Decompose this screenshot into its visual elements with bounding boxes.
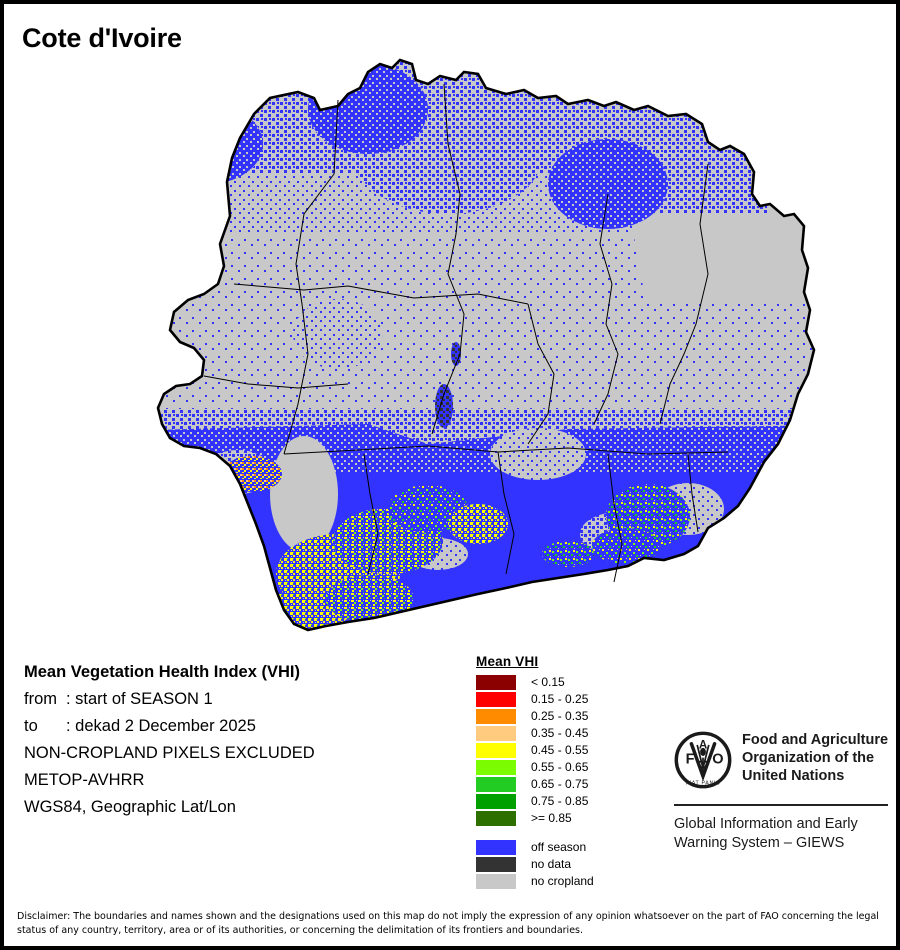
giews-line-1: Global Information and Early xyxy=(674,816,858,832)
caption-to-row: to : dekad 2 December 2025 xyxy=(24,713,444,740)
fao-org-line-3: United Nations xyxy=(742,768,845,784)
country-outline xyxy=(156,58,816,632)
fao-org-line-2: Organization of the xyxy=(742,750,875,766)
legend-row[interactable]: >= 0.85 xyxy=(474,810,654,826)
legend-label: 0.65 - 0.75 xyxy=(531,777,589,791)
legend-swatch xyxy=(476,691,516,707)
legend-swatch xyxy=(476,810,516,826)
svg-text:O: O xyxy=(712,751,723,767)
legend-label-no-cropland: no cropland xyxy=(531,874,594,888)
legend-label: >= 0.85 xyxy=(531,811,572,825)
legend-row[interactable]: 0.55 - 0.65 xyxy=(474,759,654,775)
layer-no-data-lake xyxy=(435,384,453,428)
caption-from-key: from xyxy=(24,690,57,708)
layer-off-season-central-blob xyxy=(293,299,383,369)
layer-off-season-nw-blob xyxy=(158,104,263,184)
fao-branding: F A O FIAT PANIS Food and Agriculture Or… xyxy=(674,731,889,853)
layer-vhi-cluster-west-tip xyxy=(222,456,282,492)
legend-label: 0.75 - 0.85 xyxy=(531,794,589,808)
caption-heading: Mean Vegetation Health Index (VHI) xyxy=(24,663,300,681)
legend-row[interactable]: 0.45 - 0.55 xyxy=(474,742,654,758)
legend-label: 0.55 - 0.65 xyxy=(531,760,589,774)
fao-motto-text: FIAT PANIS xyxy=(686,780,721,786)
caption-cropland-note: NON-CROPLAND PIXELS EXCLUDED xyxy=(24,744,315,762)
fao-header: F A O FIAT PANIS Food and Agriculture Or… xyxy=(674,731,889,794)
legend-swatch-off-season xyxy=(476,839,516,855)
layer-no-cropland-south-patch-1 xyxy=(270,436,338,552)
layer-vhi-cluster-mid-south xyxy=(388,485,468,533)
layer-vhi-cluster-south-east-edge xyxy=(542,541,594,567)
legend-swatch xyxy=(476,776,516,792)
svg-text:A: A xyxy=(699,738,708,751)
fao-org-line-1: Food and Agriculture xyxy=(742,732,889,748)
legend-swatch xyxy=(476,759,516,775)
legend-title: Mean VHI xyxy=(476,654,539,669)
layer-no-cropland-south-patch-2 xyxy=(490,428,586,480)
legend-label-off-season: off season xyxy=(531,840,587,854)
legend-swatch xyxy=(476,725,516,741)
svg-text:F: F xyxy=(686,751,695,767)
legend-label: 0.25 - 0.35 xyxy=(531,709,589,723)
layer-no-cropland-south-patch-5 xyxy=(724,539,812,579)
legend-swatch-no-cropland xyxy=(476,873,516,889)
map-raster-layer xyxy=(158,60,814,630)
layer-vhi-cluster-abidjan-west xyxy=(448,504,508,544)
legend-label: < 0.15 xyxy=(531,675,565,689)
legend-label: 0.15 - 0.25 xyxy=(531,692,589,706)
caption-from-row: from : start of SEASON 1 xyxy=(24,686,444,713)
layer-vhi-cluster-coast-central xyxy=(326,575,414,623)
legend-label: 0.45 - 0.55 xyxy=(531,743,589,757)
legend-label-no-data: no data xyxy=(531,857,572,871)
layer-vhi-cluster-southeast-low xyxy=(592,528,660,564)
fao-emblem-icon: F A O FIAT PANIS xyxy=(674,731,732,789)
legend-swatch xyxy=(476,708,516,724)
legend-row-off-season[interactable]: off season xyxy=(474,839,654,855)
caption-projection: WGS84, Geographic Lat/Lon xyxy=(24,798,236,816)
legend-spacer xyxy=(474,827,654,839)
legend-row[interactable]: < 0.15 xyxy=(474,674,654,690)
legend-row-no-cropland[interactable]: no cropland xyxy=(474,873,654,889)
caption-from-value: : start of SEASON 1 xyxy=(66,690,213,708)
legend-swatch xyxy=(476,742,516,758)
caption-to-value: : dekad 2 December 2025 xyxy=(66,717,256,735)
layer-off-season-central xyxy=(158,304,814,414)
legend-row[interactable]: 0.15 - 0.25 xyxy=(474,691,654,707)
page-title: Cote d'Ivoire xyxy=(22,23,182,53)
map-caption: Mean Vegetation Health Index (VHI) from:… xyxy=(24,659,444,821)
admin-boundaries xyxy=(203,83,729,583)
legend-row[interactable]: 0.65 - 0.75 xyxy=(474,776,654,792)
layer-no-data-lake-north xyxy=(451,342,461,366)
fao-organization-name: Food and Agriculture Organization of the… xyxy=(742,731,888,785)
caption-to-key: to xyxy=(24,717,38,735)
legend-row[interactable]: 0.35 - 0.45 xyxy=(474,725,654,741)
map-canvas[interactable] xyxy=(8,54,896,644)
fao-divider xyxy=(674,804,888,806)
layer-off-season-ne-blob xyxy=(548,139,668,229)
map-legend: Mean VHI < 0.15 0.15 - 0.25 0.25 - 0.35 … xyxy=(474,654,654,890)
giews-programme-name: Global Information and Early Warning Sys… xyxy=(674,815,889,853)
legend-swatch xyxy=(476,674,516,690)
legend-row[interactable]: 0.75 - 0.85 xyxy=(474,793,654,809)
legend-label: 0.35 - 0.45 xyxy=(531,726,589,740)
legend-row[interactable]: 0.25 - 0.35 xyxy=(474,708,654,724)
fao-logo-icon: F A O FIAT PANIS xyxy=(674,731,732,794)
legend-row-no-data[interactable]: no data xyxy=(474,856,654,872)
giews-line-2: Warning System – GIEWS xyxy=(674,835,845,851)
legend-swatch-no-data xyxy=(476,856,516,872)
cote-divoire-choropleth[interactable] xyxy=(8,54,896,644)
disclaimer-text: Disclaimer: The boundaries and names sho… xyxy=(17,911,879,936)
legend-swatch xyxy=(476,793,516,809)
caption-sensor: METOP-AVHRR xyxy=(24,771,145,789)
